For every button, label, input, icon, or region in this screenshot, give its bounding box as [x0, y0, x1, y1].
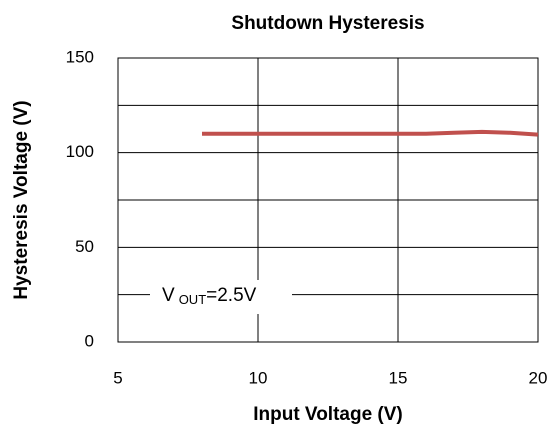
annotation-box	[150, 280, 292, 314]
x-axis-label: Input Voltage (V)	[253, 404, 403, 425]
annotation-text: =2.5V	[206, 285, 257, 306]
chart-title: Shutdown Hysteresis	[231, 13, 424, 34]
annotation-sub: OUT	[179, 292, 207, 307]
x-tick-label: 10	[249, 368, 268, 387]
annotation: V OUT=2.5V	[162, 285, 257, 307]
y-axis-label: Hysteresis Voltage (V)	[11, 100, 32, 299]
x-tick-label: 5	[113, 368, 122, 387]
y-tick-label: 50	[75, 237, 94, 256]
x-tick-label: 15	[389, 368, 408, 387]
y-tick-label: 100	[66, 142, 94, 161]
y-tick-label: 150	[66, 47, 94, 66]
data-line	[202, 129, 539, 137]
x-tick-label: 20	[529, 368, 548, 387]
y-tick-label: 0	[85, 331, 94, 350]
annotation-text: V	[162, 285, 175, 306]
